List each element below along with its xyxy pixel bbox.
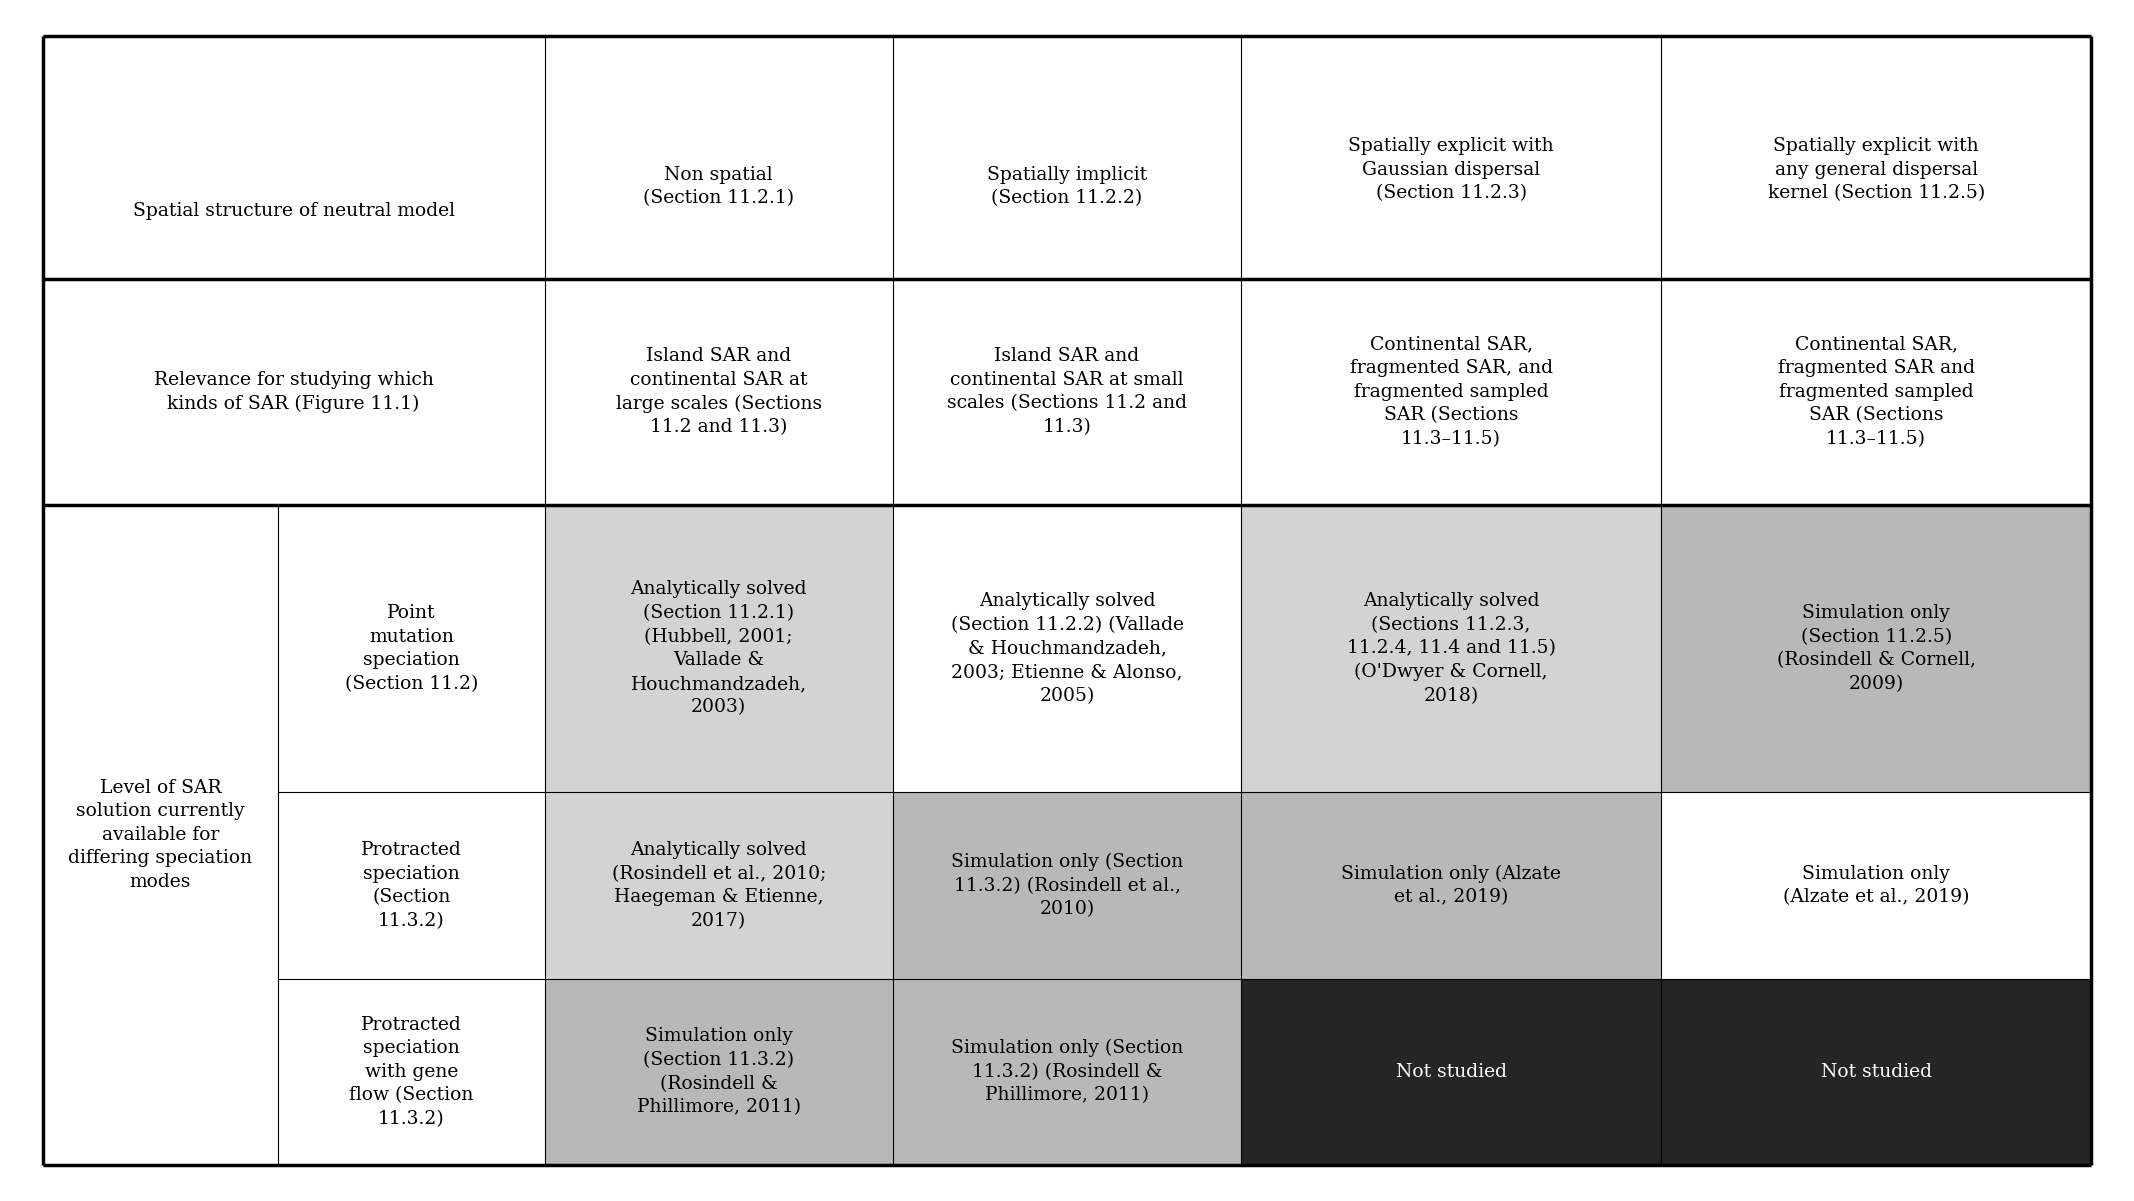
Bar xyxy=(1242,979,1660,1165)
Bar xyxy=(43,36,2091,279)
Bar xyxy=(1660,504,2091,793)
Bar xyxy=(43,279,2091,504)
Text: Simulation only (Section
11.3.2) (Rosindell &
Phillimore, 2011): Simulation only (Section 11.3.2) (Rosind… xyxy=(952,1039,1182,1105)
Text: Simulation only
(Section 11.2.5)
(Rosindell & Cornell,
2009): Simulation only (Section 11.2.5) (Rosind… xyxy=(1778,604,1976,693)
Bar xyxy=(892,793,1242,979)
Text: Simulation only
(Alzate et al., 2019): Simulation only (Alzate et al., 2019) xyxy=(1784,865,1970,907)
Text: Island SAR and
continental SAR at
large scales (Sections
11.2 and 11.3): Island SAR and continental SAR at large … xyxy=(617,347,822,436)
Text: Spatially explicit with
any general dispersal
kernel (Section 11.2.5): Spatially explicit with any general disp… xyxy=(1767,137,1985,202)
Text: Protracted
speciation
with gene
flow (Section
11.3.2): Protracted speciation with gene flow (Se… xyxy=(350,1016,474,1128)
Text: Island SAR and
continental SAR at small
scales (Sections 11.2 and
11.3): Island SAR and continental SAR at small … xyxy=(947,347,1187,436)
Bar xyxy=(544,979,892,1165)
Text: Continental SAR,
fragmented SAR, and
fragmented sampled
SAR (Sections
11.3–11.5): Continental SAR, fragmented SAR, and fra… xyxy=(1349,335,1554,448)
Text: Analytically solved
(Section 11.2.2) (Vallade
& Houchmandzadeh,
2003; Etienne & : Analytically solved (Section 11.2.2) (Va… xyxy=(950,592,1184,705)
Bar xyxy=(544,793,892,979)
Bar xyxy=(277,793,544,979)
Text: Simulation only (Alzate
et al., 2019): Simulation only (Alzate et al., 2019) xyxy=(1340,865,1562,907)
Text: Analytically solved
(Rosindell et al., 2010;
Haegeman & Etienne,
2017): Analytically solved (Rosindell et al., 2… xyxy=(612,841,826,930)
Text: Relevance for studying which
kinds of SAR (Figure 11.1): Relevance for studying which kinds of SA… xyxy=(154,371,433,413)
Text: Simulation only (Section
11.3.2) (Rosindell et al.,
2010): Simulation only (Section 11.3.2) (Rosind… xyxy=(952,853,1182,919)
Bar xyxy=(1660,793,2091,979)
Text: Analytically solved
(Sections 11.2.3,
11.2.4, 11.4 and 11.5)
(O'Dwyer & Cornell,: Analytically solved (Sections 11.2.3, 11… xyxy=(1347,592,1556,705)
Text: Simulation only
(Section 11.3.2)
(Rosindell &
Phillimore, 2011): Simulation only (Section 11.3.2) (Rosind… xyxy=(636,1027,800,1116)
Bar xyxy=(277,504,544,793)
Text: Spatially implicit
(Section 11.2.2): Spatially implicit (Section 11.2.2) xyxy=(986,166,1148,208)
Text: Protracted
speciation
(Section
11.3.2): Protracted speciation (Section 11.3.2) xyxy=(361,841,461,930)
Bar xyxy=(1242,504,1660,793)
Text: Spatially explicit with
Gaussian dispersal
(Section 11.2.3): Spatially explicit with Gaussian dispers… xyxy=(1349,137,1554,202)
Bar xyxy=(892,504,1242,793)
Text: Non spatial
(Section 11.2.1): Non spatial (Section 11.2.1) xyxy=(642,166,794,208)
Text: Level of SAR
solution currently
available for
differing speciation
modes: Level of SAR solution currently availabl… xyxy=(68,778,252,891)
Bar xyxy=(892,979,1242,1165)
Bar xyxy=(544,504,892,793)
Bar xyxy=(43,504,277,1165)
Text: Continental SAR,
fragmented SAR and
fragmented sampled
SAR (Sections
11.3–11.5): Continental SAR, fragmented SAR and frag… xyxy=(1778,335,1974,448)
Text: Spatial structure of neutral model: Spatial structure of neutral model xyxy=(132,202,455,220)
Bar xyxy=(277,979,544,1165)
Bar xyxy=(1242,793,1660,979)
Text: Not studied: Not studied xyxy=(1820,1063,1931,1081)
Text: Not studied: Not studied xyxy=(1396,1063,1507,1081)
Text: Analytically solved
(Section 11.2.1)
(Hubbell, 2001;
Vallade &
Houchmandzadeh,
2: Analytically solved (Section 11.2.1) (Hu… xyxy=(630,580,807,717)
Bar xyxy=(1660,979,2091,1165)
Text: Point
mutation
speciation
(Section 11.2): Point mutation speciation (Section 11.2) xyxy=(346,604,478,693)
